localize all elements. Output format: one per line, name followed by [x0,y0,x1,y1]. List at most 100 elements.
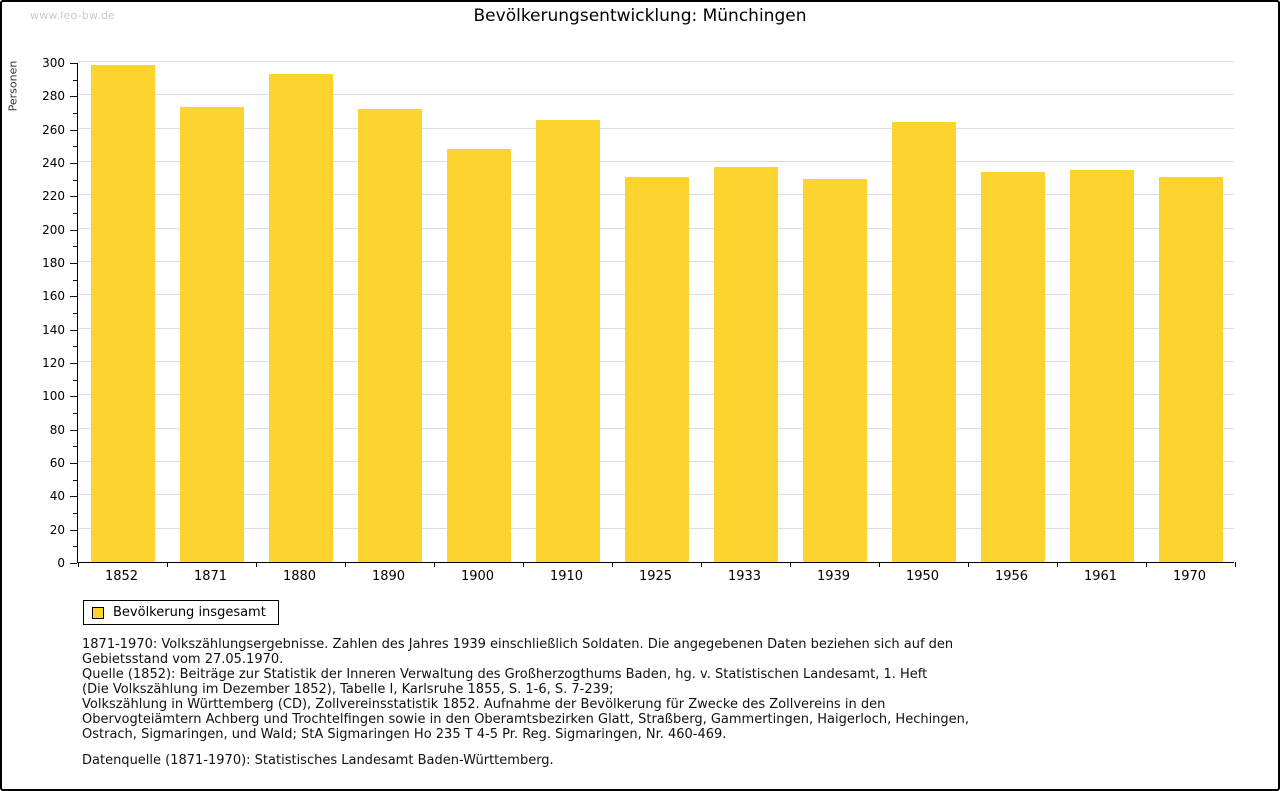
y-axis-tick [73,346,77,348]
y-axis-tick [70,529,77,531]
x-axis-labels: 1852 1871 1880 1890 1900 1910 1925 1933 1939 1950… [77,569,1234,584]
x-axis-tick [345,562,346,567]
x-tick-label: 1871 [193,569,228,584]
y-axis-tick [70,329,77,331]
gridline-240 [78,161,1234,162]
y-axis-tick [73,313,77,314]
y-axis-tick [73,113,77,114]
y-axis-tick [73,379,77,381]
y-axis-tick [73,479,77,481]
y-tick-label: 300 [42,56,65,70]
y-tick-label: 260 [42,122,65,137]
bar-1970 [1158,177,1223,562]
x-axis-tick [612,562,613,567]
bar-1910 [535,120,600,562]
y-tick-label: 60 [49,456,65,470]
y-axis-tick [70,96,77,98]
y-axis-tick [73,279,77,281]
legend-label: Bevölkerung insgesamt [113,605,266,620]
bar-1961 [1069,170,1134,562]
bar-1871 [179,107,244,562]
bar-1939 [802,178,867,562]
y-axis-tick [73,146,77,148]
y-tick-label: 100 [42,389,65,404]
datasource-note: Datenquelle (1871-1970): Statistisches L… [82,753,554,768]
x-axis-tick [78,562,79,567]
source-notes: 1871-1970: Volkszählungsergebnisse. Zahl… [82,637,969,742]
x-axis-tick [434,562,435,567]
y-tick-label: 200 [42,222,65,237]
y-axis-tick [70,63,77,64]
y-axis-tick [70,563,77,564]
x-tick-label: 1939 [816,569,851,584]
y-tick-label: 280 [42,89,65,104]
x-tick-label: 1933 [727,569,762,584]
footer-note-line: Obervogteiämtern Achberg und Trochtelfin… [82,712,970,727]
y-axis-tick [70,496,77,498]
x-axis-tick [523,562,524,567]
bar-1933 [713,167,778,562]
bar-1950 [891,122,956,562]
y-axis-tick [70,196,77,198]
bar-1900 [446,148,511,562]
bar-1925 [624,177,689,562]
x-tick-label: 1956 [994,569,1029,584]
y-tick-label: 160 [42,289,65,304]
footer-note-line: Quelle (1852): Beiträge zur Statistik de… [82,667,928,682]
x-tick-label: 1880 [282,569,317,584]
plot-area [77,61,1236,567]
footer-note-line: Ostrach, Sigmaringen, und Wald; StA Sigm… [82,727,727,742]
y-tick-label: 120 [42,356,65,370]
x-tick-label: 1910 [549,569,584,584]
y-axis-tick [70,129,77,131]
y-tick-label: 180 [42,256,65,270]
x-axis-tick [256,562,257,567]
y-axis-tick [70,363,77,364]
bar-1890 [357,108,422,562]
x-axis-tick [879,562,880,567]
y-axis: 0 20 40 60 80 100 120 140 160 180 200 220 240 260 280 3… [2,56,77,570]
y-tick-label: 240 [42,156,65,170]
y-axis-tick [70,229,77,231]
y-axis-tick [70,296,77,298]
y-axis-tick [73,213,77,214]
bar-1956 [980,172,1045,562]
x-tick-label: 1852 [104,569,139,584]
y-axis-tick [73,513,77,514]
x-axis-tick [1146,562,1147,567]
y-axis-tick [73,79,77,81]
x-tick-label: 1961 [1083,569,1118,584]
x-axis-tick [167,562,168,567]
gridline-260 [78,127,1234,129]
x-tick-label: 1950 [905,569,940,584]
y-axis-tick [70,163,77,164]
y-axis-tick [70,263,77,264]
x-axis-tick [1057,562,1058,567]
footer-note-line: 1871-1970: Volkszählungsergebnisse. Zahl… [82,637,954,652]
y-axis-tick [73,446,77,448]
site-watermark: www.leo-bw.de [30,9,116,22]
gridline-300 [78,61,1234,62]
footer-note-line: Gebietsstand vom 27.05.1970. [82,652,284,667]
footer-notes: 1871-1970: Volkszählungsergebnisse. Zahl… [82,637,969,768]
y-axis-tick [70,463,77,464]
y-axis-tick [73,246,77,248]
x-axis-tick [968,562,969,567]
y-tick-label: 40 [49,489,65,504]
x-tick-label: 1890 [371,569,406,584]
gridline-280 [78,94,1234,96]
y-tick-label: 80 [49,422,65,437]
x-axis-tick [701,562,702,567]
x-tick-label: 1925 [638,569,673,584]
bar-1880 [268,73,333,562]
x-axis-tick [1235,562,1236,567]
y-tick-label: 20 [49,522,65,537]
x-tick-label: 1970 [1172,569,1207,584]
y-tick-label: 140 [42,322,65,337]
legend: Bevölkerung insgesamt [83,600,279,625]
chart-title: Bevölkerungsentwicklung: Münchingen [473,6,807,26]
y-axis-tick [70,396,77,398]
y-tick-label: 0 [57,556,65,570]
x-tick-label: 1900 [460,569,495,584]
